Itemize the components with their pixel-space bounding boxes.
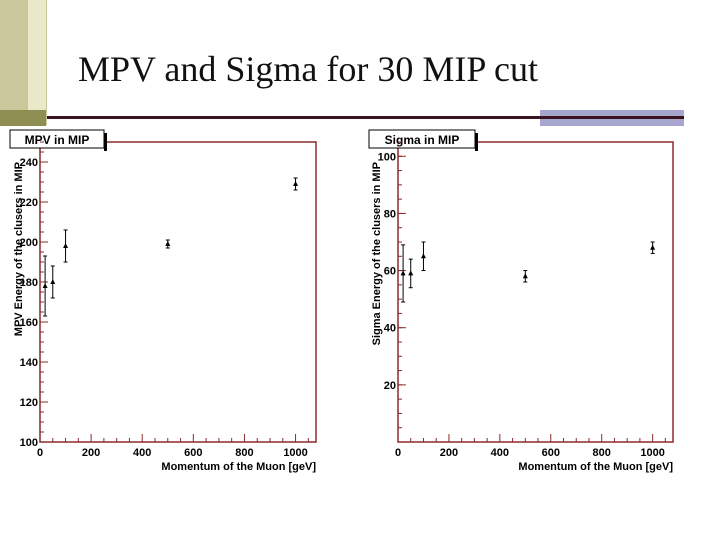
slide-title: MPV and Sigma for 30 MIP cut <box>78 49 539 89</box>
chart1-y-tick-label: 160 <box>20 317 38 329</box>
chart2-y-tick-label: 60 <box>384 266 396 278</box>
chart1-data-point <box>63 243 69 248</box>
chart1-y-tick-label: 200 <box>20 237 38 249</box>
chart1-data-point <box>165 241 171 246</box>
chart1-x-tick-label: 200 <box>82 447 100 459</box>
chart1-title: MPV in MIP <box>25 133 90 147</box>
chart2-data-point <box>408 270 414 276</box>
chart2-title: Sigma in MIP <box>385 133 460 147</box>
chart2-data-point <box>400 270 406 276</box>
chart1-y-tick-label: 100 <box>20 437 38 449</box>
slide-corner-accent <box>0 110 46 126</box>
chart2-y-tick-label: 100 <box>378 151 396 163</box>
chart1-data-point <box>42 283 48 288</box>
chart1-data-point <box>50 279 56 284</box>
chart2-data-point <box>650 244 656 250</box>
plots-panel: MPV in MIP 0 200 400 600 800 1000 100 120 140 160 1… <box>0 126 715 482</box>
chart1-x-tick-label: 400 <box>133 447 151 459</box>
slide-title-rule <box>47 116 684 119</box>
chart2-y-tick-label: 40 <box>384 323 396 335</box>
chart2-x-tick-label: 400 <box>491 447 509 459</box>
chart2-title-shadow <box>475 133 478 151</box>
chart1-y-tick-label: 220 <box>20 197 38 209</box>
chart2-y-axis-label: Sigma Energy of the clusers in MIP <box>371 162 383 345</box>
chart1-y-axis-label: MPV Energy of the clusers in MIP <box>13 162 25 336</box>
chart1-x-tick-label: 800 <box>235 447 253 459</box>
chart1-x-tick-label: 600 <box>184 447 202 459</box>
chart2-x-tick-label: 0 <box>395 447 401 459</box>
chart1-y-tick-label: 140 <box>20 357 38 369</box>
chart1-data-point <box>293 181 299 186</box>
chart2-plot-frame <box>397 141 674 443</box>
chart2-x-axis-label: Momentum of the Muon [geV] <box>518 461 673 473</box>
slide-left-decoration <box>0 0 47 125</box>
chart2-y-tick-label: 20 <box>384 380 396 392</box>
chart1-x-tick-label: 0 <box>37 447 43 459</box>
chart1-y-tick-label: 180 <box>20 277 38 289</box>
chart2-data-point <box>420 253 426 259</box>
chart1-x-axis-label: Momentum of the Muon [geV] <box>161 461 316 473</box>
chart1-x-tick-label: 1000 <box>283 447 307 459</box>
chart2-x-tick-label: 200 <box>440 447 458 459</box>
chart2-x-tick-label: 600 <box>542 447 560 459</box>
chart2-y-tick-label: 80 <box>384 208 396 220</box>
slide-left-decoration-inner <box>28 0 46 125</box>
chart1-y-tick-label: 240 <box>20 157 38 169</box>
chart1-y-tick-label: 120 <box>20 397 38 409</box>
chart1-plot-frame <box>39 141 317 443</box>
chart1-title-shadow <box>104 133 107 151</box>
chart2-data-point <box>522 273 528 279</box>
chart2-x-tick-label: 800 <box>593 447 611 459</box>
chart2-x-tick-label: 1000 <box>640 447 664 459</box>
